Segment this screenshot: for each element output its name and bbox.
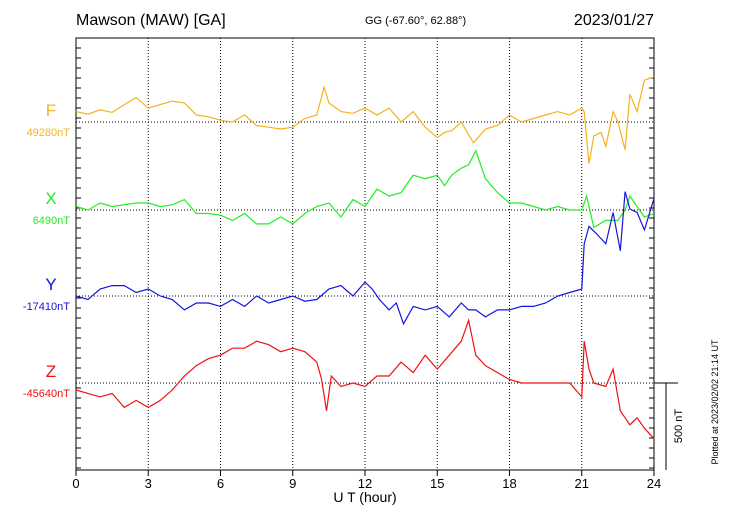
series-name-f: F (46, 101, 56, 120)
x-tick-label: 9 (289, 476, 296, 491)
scale-bar-label: 500 nT (673, 409, 685, 444)
scale-bar: 500 nT (654, 382, 685, 470)
series-name-x: X (45, 189, 56, 208)
coordinates-label: GG (-67.60°, 62.88°) (365, 15, 466, 27)
series-name-z: Z (46, 362, 56, 381)
series-line-y (75, 191, 655, 326)
x-tick-label: 0 (72, 476, 79, 491)
x-tick-label: 18 (502, 476, 516, 491)
baseline-label-x: 6490nT (33, 215, 71, 227)
series-group (75, 76, 655, 440)
series-line-x (75, 149, 655, 229)
baseline-label-f: 49280nT (27, 127, 71, 139)
x-tick-label: 12 (358, 476, 372, 491)
station-title: Mawson (MAW) [GA] (76, 12, 226, 29)
date-label: 2023/01/27 (574, 12, 654, 29)
x-axis: 0 3 6 9 12 15 18 21 24 (72, 47, 661, 491)
plotted-timestamp: Plotted at 2023/02/02 21:14 UT (710, 339, 720, 465)
baseline-label-z: -45640nT (23, 388, 70, 400)
x-tick-label: 6 (217, 476, 224, 491)
x-tick-label: 3 (145, 476, 152, 491)
baseline-label-y: -17410nT (23, 301, 70, 313)
series-line-z (75, 318, 655, 440)
series-name-y: Y (45, 275, 56, 294)
series-labels: F 49280nT X 6490nT Y -17410nT Z -45640nT (23, 101, 70, 400)
series-line-f (75, 76, 655, 164)
x-tick-label: 21 (575, 476, 589, 491)
chart-header: Mawson (MAW) [GA] GG (-67.60°, 62.88°) 2… (76, 12, 654, 29)
x-tick-label: 24 (647, 476, 661, 491)
x-axis-label: U T (hour) (333, 489, 396, 505)
x-tick-label: 15 (430, 476, 444, 491)
gridlines (76, 38, 654, 470)
